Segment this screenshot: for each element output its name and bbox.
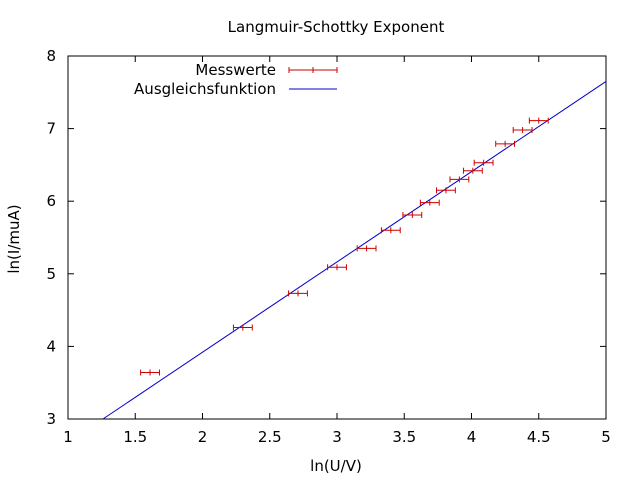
data-point-errorbar — [140, 369, 160, 376]
data-point-errorbar — [419, 199, 440, 206]
plot-layer: 1 1.5 2 2.5 3 3.5 4 4.5 5 3 4 5 6 7 8 — [46, 47, 610, 446]
data-point-errorbar — [380, 227, 401, 234]
y-tick-label: 8 — [46, 47, 56, 65]
y-tick-label: 3 — [46, 410, 56, 428]
legend-label-messwerte: Messwerte — [195, 61, 276, 79]
x-tick-label: 2 — [198, 428, 208, 446]
x-tick-label: 3.5 — [392, 428, 416, 446]
data-point-errorbar — [232, 324, 253, 331]
y-tick-label: 5 — [46, 265, 56, 283]
x-tick-label: 2.5 — [258, 428, 282, 446]
legend-label-ausgleichsfunktion: Ausgleichsfunktion — [134, 80, 276, 98]
data-point-errorbar — [528, 117, 549, 124]
y-axis-label: ln(I/muA) — [5, 204, 23, 273]
y-tick-label: 4 — [46, 337, 56, 355]
data-point-errorbar — [495, 140, 516, 147]
data-point-errorbar — [288, 290, 308, 297]
y-tick-label: 7 — [46, 120, 56, 138]
x-tick-label: 4.5 — [527, 428, 551, 446]
data-point-errorbar — [327, 264, 347, 271]
x-axis-label: ln(U/V) — [310, 457, 362, 475]
x-tick-label: 1 — [63, 428, 73, 446]
x-tick-label: 1.5 — [123, 428, 147, 446]
data-point-errorbar — [402, 211, 423, 218]
legend-swatch-messwerte — [288, 67, 338, 73]
y-tick-label: 6 — [46, 192, 56, 210]
data-point-errorbar — [436, 187, 456, 194]
x-tick-label: 5 — [601, 428, 611, 446]
chart-title: Langmuir-Schottky Exponent — [228, 18, 445, 36]
data-point-errorbar — [512, 127, 533, 134]
data-point-errorbar — [449, 176, 470, 183]
fit-line — [102, 80, 607, 420]
data-point-errorbar — [462, 167, 483, 174]
data-point-errorbar — [473, 159, 494, 166]
data-point-errorbar — [356, 245, 377, 252]
x-tick-label: 3 — [332, 428, 342, 446]
x-tick-label: 4 — [467, 428, 477, 446]
